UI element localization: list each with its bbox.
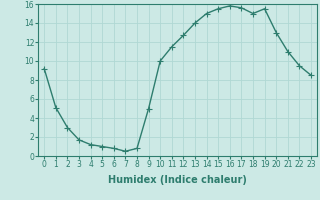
X-axis label: Humidex (Indice chaleur): Humidex (Indice chaleur): [108, 175, 247, 185]
